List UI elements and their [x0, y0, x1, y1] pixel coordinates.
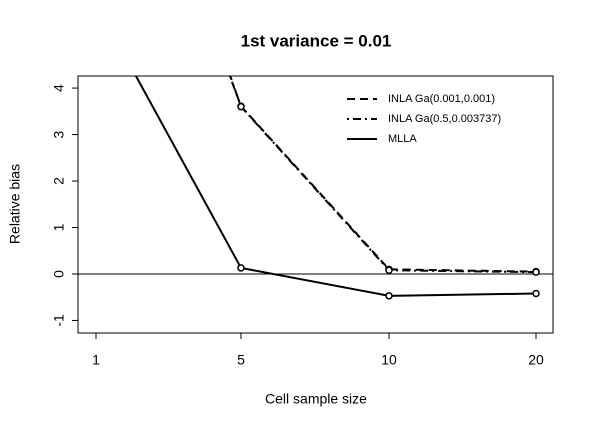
point: [237, 264, 245, 272]
plot-box: [77, 75, 554, 334]
y-tick-label: 0: [51, 270, 67, 278]
x-tick-label: 1: [92, 352, 100, 368]
series-line: [134, 76, 537, 297]
y-tick-label: 2: [51, 177, 67, 185]
legend-label: INLA Ga(0.5,0.003737): [388, 113, 501, 125]
point: [385, 266, 393, 275]
point: [385, 292, 393, 300]
y-tick-label: -1: [51, 314, 67, 327]
x-tick-label: 10: [381, 352, 397, 368]
point: [532, 289, 540, 298]
y-axis-label: Relative bias: [7, 164, 23, 244]
legend-label: INLA Ga(0.001,0.001): [388, 93, 495, 105]
y-tick-label: 3: [51, 130, 67, 138]
x-tick-label: 20: [528, 352, 544, 368]
chart-title: 1st variance = 0.01: [241, 31, 392, 50]
x-axis-label: Cell sample size: [265, 391, 367, 407]
y-tick-label: 1: [51, 223, 67, 231]
series-line: [229, 76, 537, 274]
plot-area: [78, 76, 553, 300]
point: [237, 102, 245, 111]
legend-label: MLLA: [388, 133, 417, 145]
y-tick-label: 4: [51, 84, 67, 92]
point: [532, 268, 540, 276]
x-tick-label: 5: [237, 352, 245, 368]
